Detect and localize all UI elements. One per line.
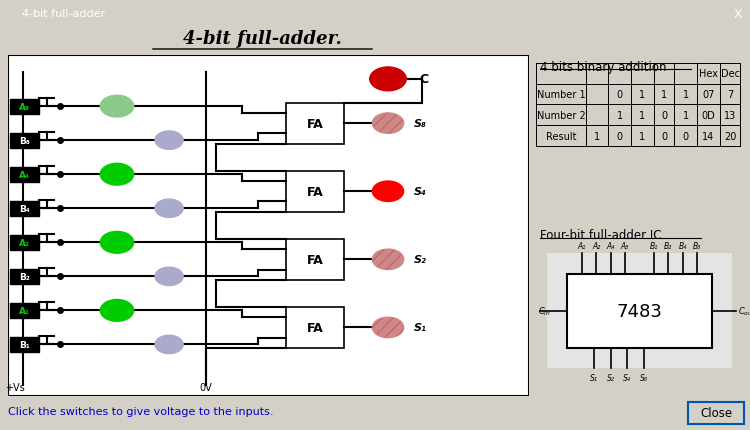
Text: B₈: B₈ [19, 136, 30, 145]
Text: S₁: S₁ [414, 322, 427, 333]
Text: Click the switches to give voltage to the inputs.: Click the switches to give voltage to th… [8, 406, 273, 416]
Circle shape [372, 317, 404, 338]
Text: 1: 1 [682, 90, 688, 100]
Text: 1: 1 [616, 111, 622, 120]
FancyBboxPatch shape [286, 240, 344, 280]
Text: Number 2: Number 2 [537, 111, 585, 120]
Text: 0: 0 [616, 90, 622, 100]
FancyBboxPatch shape [286, 307, 344, 348]
Text: 20: 20 [724, 131, 736, 141]
Text: 4-bit full-adder: 4-bit full-adder [22, 9, 106, 19]
Text: S₈: S₈ [640, 373, 647, 382]
Text: B₄: B₄ [679, 242, 687, 250]
Circle shape [155, 335, 183, 354]
Text: Four-bit full-adder IC: Four-bit full-adder IC [540, 229, 662, 242]
Text: S₈: S₈ [414, 119, 427, 129]
Text: 0D: 0D [701, 111, 715, 120]
Text: B₂: B₂ [19, 272, 30, 281]
Text: 4 bits binary addition: 4 bits binary addition [540, 61, 667, 74]
Text: S₂: S₂ [414, 255, 427, 265]
Circle shape [372, 181, 404, 202]
Text: Close: Close [700, 405, 732, 418]
Text: +Vs: +Vs [5, 383, 26, 393]
Text: Number 1: Number 1 [537, 90, 585, 100]
Text: S₁: S₁ [590, 373, 598, 382]
Text: Dec: Dec [721, 69, 740, 79]
Text: 4-bit full-adder.: 4-bit full-adder. [183, 31, 342, 48]
Circle shape [372, 249, 404, 270]
FancyBboxPatch shape [8, 56, 529, 396]
Text: A₂: A₂ [19, 238, 30, 247]
FancyBboxPatch shape [10, 167, 39, 182]
Text: 14: 14 [702, 131, 715, 141]
Text: B₄: B₄ [19, 204, 30, 213]
Text: 1: 1 [594, 131, 600, 141]
FancyBboxPatch shape [10, 201, 39, 216]
Text: 7483: 7483 [616, 302, 662, 320]
Text: A₈: A₈ [621, 242, 629, 250]
FancyBboxPatch shape [10, 99, 39, 114]
Text: A₄: A₄ [606, 242, 615, 250]
Text: 0V: 0V [200, 383, 212, 393]
Circle shape [100, 300, 134, 322]
FancyBboxPatch shape [10, 133, 39, 148]
Text: 0: 0 [661, 131, 668, 141]
Text: B₁: B₁ [19, 340, 30, 349]
Text: B₈: B₈ [693, 242, 701, 250]
FancyBboxPatch shape [547, 254, 732, 368]
FancyBboxPatch shape [567, 274, 712, 348]
Text: S₄: S₄ [623, 373, 631, 382]
Text: S₂: S₂ [607, 373, 614, 382]
Text: B₂: B₂ [664, 242, 672, 250]
Text: 1: 1 [640, 111, 646, 120]
Text: A₁: A₁ [19, 306, 30, 315]
Text: A₂: A₂ [592, 242, 600, 250]
Circle shape [155, 267, 183, 286]
FancyBboxPatch shape [10, 235, 39, 250]
Circle shape [155, 200, 183, 218]
FancyBboxPatch shape [10, 303, 39, 318]
Text: 0: 0 [616, 131, 622, 141]
FancyBboxPatch shape [10, 269, 39, 284]
FancyBboxPatch shape [10, 337, 39, 352]
FancyBboxPatch shape [688, 402, 744, 424]
Text: 13: 13 [724, 111, 736, 120]
Circle shape [100, 164, 134, 186]
Text: B₁: B₁ [650, 242, 658, 250]
Text: 0: 0 [682, 131, 688, 141]
Text: S₄: S₄ [414, 187, 427, 197]
Text: 1: 1 [661, 90, 668, 100]
Text: FA: FA [307, 117, 323, 130]
Circle shape [370, 68, 407, 92]
Text: A₄: A₄ [19, 170, 30, 179]
Circle shape [100, 96, 134, 118]
Text: 1: 1 [640, 90, 646, 100]
Text: $C_{in}$: $C_{in}$ [538, 304, 551, 317]
Text: 1: 1 [682, 111, 688, 120]
Text: $C_{out}$: $C_{out}$ [738, 304, 750, 317]
Text: C: C [419, 73, 428, 86]
Text: FA: FA [307, 321, 323, 334]
Text: 0: 0 [661, 111, 668, 120]
Text: Hex: Hex [699, 69, 718, 79]
Text: A₁: A₁ [578, 242, 586, 250]
Text: 7: 7 [727, 90, 734, 100]
Text: 1: 1 [640, 131, 646, 141]
FancyBboxPatch shape [286, 104, 344, 144]
Text: X: X [734, 7, 742, 21]
Text: 07: 07 [702, 90, 715, 100]
Text: FA: FA [307, 253, 323, 266]
Circle shape [372, 114, 404, 134]
Text: A₈: A₈ [19, 102, 30, 111]
Text: FA: FA [307, 185, 323, 198]
Text: Result: Result [546, 131, 576, 141]
Circle shape [100, 232, 134, 254]
FancyBboxPatch shape [286, 172, 344, 212]
Circle shape [155, 132, 183, 150]
